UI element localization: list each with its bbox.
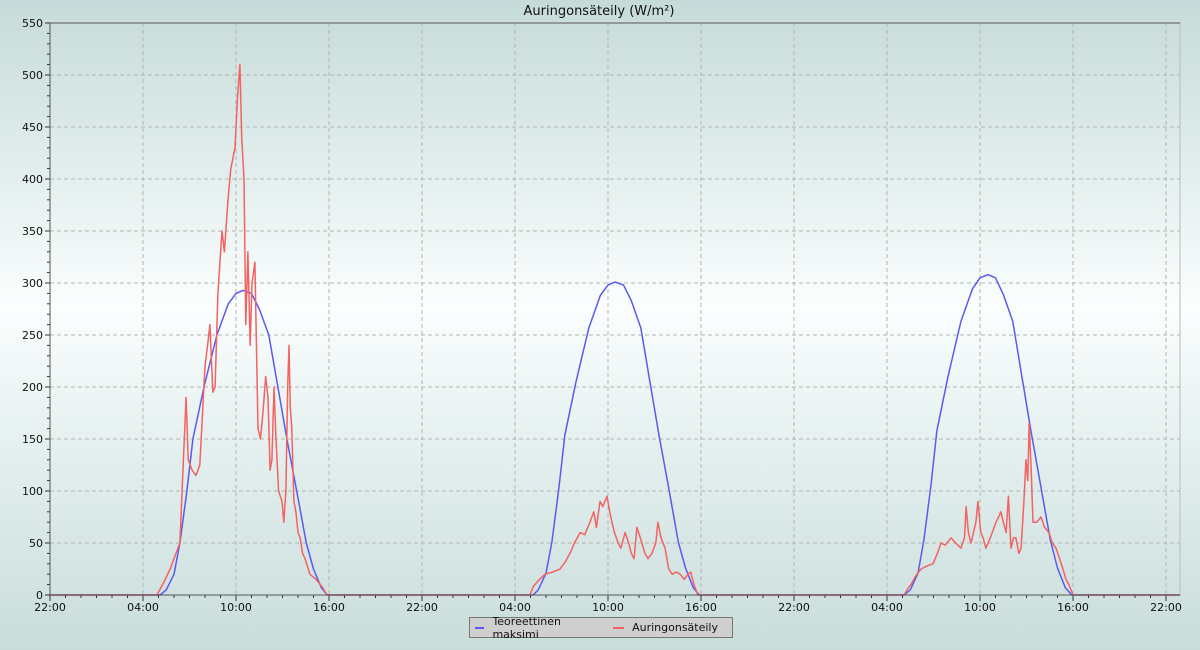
grid bbox=[49, 22, 1181, 596]
y-tick-label: 50 bbox=[29, 537, 43, 550]
legend-swatch-theoretical-max bbox=[475, 626, 485, 629]
chart-title: Auringonsäteily (W/m²) bbox=[524, 4, 675, 19]
y-tick-label: 500 bbox=[22, 69, 43, 82]
y-tick-label: 200 bbox=[22, 381, 43, 394]
x-tick-label: 04:00 bbox=[127, 601, 159, 614]
y-tick-label: 250 bbox=[22, 329, 43, 342]
y-tick-label: 300 bbox=[22, 277, 43, 290]
x-tick-label: 10:00 bbox=[964, 601, 996, 614]
legend-item-solar-radiation: Auringonsäteily bbox=[613, 621, 718, 634]
x-tick-label: 22:00 bbox=[34, 601, 66, 614]
y-tick-label: 0 bbox=[36, 589, 43, 602]
x-tick-label: 22:00 bbox=[406, 601, 438, 614]
y-tick-label: 450 bbox=[22, 121, 43, 134]
y-tick-label: 150 bbox=[22, 433, 43, 446]
x-tick-label: 16:00 bbox=[685, 601, 717, 614]
y-tick-label: 350 bbox=[22, 225, 43, 238]
y-tick-label: 400 bbox=[22, 173, 43, 186]
x-tick-label: 10:00 bbox=[220, 601, 252, 614]
series-layer bbox=[50, 63, 1180, 596]
legend-swatch-solar-radiation bbox=[613, 626, 625, 629]
x-tick-label: 10:00 bbox=[592, 601, 624, 614]
axes: 0 50 100 150 200 250 300 350 400 450 500 550 22:00 04… bbox=[22, 17, 1182, 614]
series-line-solar-radiation bbox=[50, 63, 1180, 596]
legend: Teoreettinen maksimi Auringonsäteily bbox=[469, 615, 733, 641]
series-line-theoretical-max bbox=[50, 273, 1180, 596]
x-tick-label: 16:00 bbox=[1057, 601, 1089, 614]
y-tick-label: 100 bbox=[22, 485, 43, 498]
legend-label-theoretical-max: Teoreettinen maksimi bbox=[492, 614, 561, 641]
x-tick-label: 04:00 bbox=[871, 601, 903, 614]
plot-area bbox=[49, 22, 1181, 596]
legend-label-solar-radiation: Auringonsäteily bbox=[632, 621, 718, 634]
legend-item-theoretical-max: Teoreettinen maksimi bbox=[475, 615, 594, 641]
x-tick-label: 22:00 bbox=[1150, 601, 1182, 614]
y-tick-label: 550 bbox=[22, 17, 43, 30]
x-tick-label: 04:00 bbox=[499, 601, 531, 614]
x-tick-label: 22:00 bbox=[778, 601, 810, 614]
x-tick-label: 16:00 bbox=[313, 601, 345, 614]
